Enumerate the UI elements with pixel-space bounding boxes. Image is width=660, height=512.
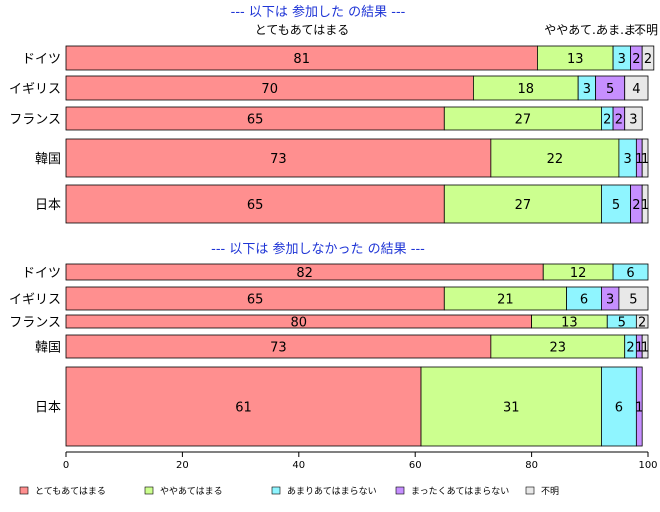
- series-header-label: ま..: [624, 23, 644, 37]
- data-label: 2: [632, 198, 640, 213]
- category-label: 日本: [35, 401, 61, 416]
- data-label: 6: [580, 293, 588, 308]
- data-label: 81: [293, 52, 310, 67]
- legend-label: とてもあてはまる: [35, 486, 106, 497]
- legend-swatch: [525, 486, 535, 495]
- data-label: 1: [635, 152, 643, 167]
- data-label: 12: [570, 266, 587, 281]
- category-label: 日本: [35, 198, 61, 213]
- data-label: 6: [615, 401, 623, 416]
- x-tick-label: 60: [409, 460, 422, 471]
- data-label: 2: [638, 316, 646, 331]
- x-tick-label: 40: [292, 460, 305, 471]
- data-label: 13: [561, 316, 578, 331]
- data-label: 73: [270, 152, 287, 167]
- data-label: 27: [515, 113, 532, 128]
- legend-label: あまりあてはまらない: [287, 486, 377, 497]
- data-label: 3: [583, 82, 591, 97]
- data-label: 1: [641, 341, 649, 356]
- legend-swatch: [19, 486, 29, 495]
- data-label: 3: [618, 52, 626, 67]
- legend-swatch: [144, 486, 154, 495]
- data-label: 3: [606, 293, 614, 308]
- bar-segment: [612, 263, 649, 281]
- category-label: フランス: [9, 113, 61, 128]
- category-label: イギリス: [9, 293, 61, 308]
- bar-segment: [595, 75, 626, 101]
- bar-segment: [65, 184, 445, 224]
- legend-label: まったくあてはまらない: [411, 486, 509, 497]
- data-label: 65: [247, 293, 264, 308]
- data-label: 27: [515, 198, 532, 213]
- x-tick-label: 20: [176, 460, 189, 471]
- data-label: 65: [247, 113, 264, 128]
- bar-segment: [641, 138, 649, 178]
- legend-swatch: [271, 486, 281, 495]
- bar-segment: [635, 314, 649, 329]
- series-header-label: とてもあてはまる: [255, 23, 350, 37]
- bar-segment: [641, 334, 649, 359]
- data-label: 70: [261, 82, 278, 97]
- panel-title: --- 以下は 参加した の結果 ---: [231, 4, 406, 20]
- data-label: 3: [623, 152, 631, 167]
- data-label: 4: [632, 82, 640, 97]
- category-label: ドイツ: [22, 266, 61, 281]
- data-label: 2: [632, 52, 640, 67]
- data-label: 1: [635, 401, 643, 416]
- bar-segment: [420, 366, 602, 447]
- bar-segment: [537, 45, 614, 71]
- bar-segment: [65, 138, 492, 178]
- data-label: 5: [629, 293, 637, 308]
- category-label: 韓国: [35, 152, 61, 167]
- bar-segment: [624, 106, 643, 131]
- x-tick-label: 0: [63, 460, 69, 471]
- data-label: 6: [626, 266, 634, 281]
- bar-segment: [641, 184, 649, 224]
- data-label: 18: [518, 82, 535, 97]
- series-header-label: ややあて..: [544, 23, 599, 37]
- bar-segment: [601, 184, 631, 224]
- bar-segment: [490, 138, 620, 178]
- category-label: 韓国: [35, 341, 61, 356]
- data-label: 2: [644, 52, 652, 67]
- data-label: 65: [247, 198, 264, 213]
- data-label: 5: [606, 82, 614, 97]
- data-label: 23: [550, 341, 567, 356]
- data-label: 2: [603, 113, 611, 128]
- data-label: 1: [641, 152, 649, 167]
- panel-title: --- 以下は 参加しなかった の結果 ---: [211, 241, 425, 257]
- legend-label: 不明: [541, 486, 559, 497]
- data-label: 1: [635, 341, 643, 356]
- bar-segment: [624, 75, 649, 101]
- data-label: 82: [296, 266, 313, 281]
- data-label: 61: [235, 401, 252, 416]
- bar-segment: [635, 366, 643, 447]
- x-tick-label: 100: [638, 460, 657, 471]
- category-label: ドイツ: [22, 52, 61, 67]
- category-label: イギリス: [9, 82, 61, 97]
- bar-segment: [443, 184, 602, 224]
- x-tick-label: 80: [525, 460, 538, 471]
- data-label: 13: [567, 52, 584, 67]
- data-label: 73: [270, 341, 287, 356]
- data-label: 22: [547, 152, 564, 167]
- legend-label: ややあてはまる: [160, 486, 223, 497]
- data-label: 3: [629, 113, 637, 128]
- data-label: 31: [503, 401, 520, 416]
- bar-segment: [641, 45, 655, 71]
- series-header-label: 不明: [634, 23, 658, 37]
- bar-segment: [618, 286, 649, 311]
- data-label: 1: [641, 198, 649, 213]
- data-label: 5: [618, 316, 626, 331]
- data-label: 5: [612, 198, 620, 213]
- legend-swatch: [395, 486, 405, 495]
- data-label: 80: [291, 316, 308, 331]
- data-label: 21: [497, 293, 514, 308]
- series-header-label: あま..: [596, 23, 628, 37]
- data-label: 2: [615, 113, 623, 128]
- data-label: 2: [626, 341, 634, 356]
- category-label: フランス: [9, 316, 61, 331]
